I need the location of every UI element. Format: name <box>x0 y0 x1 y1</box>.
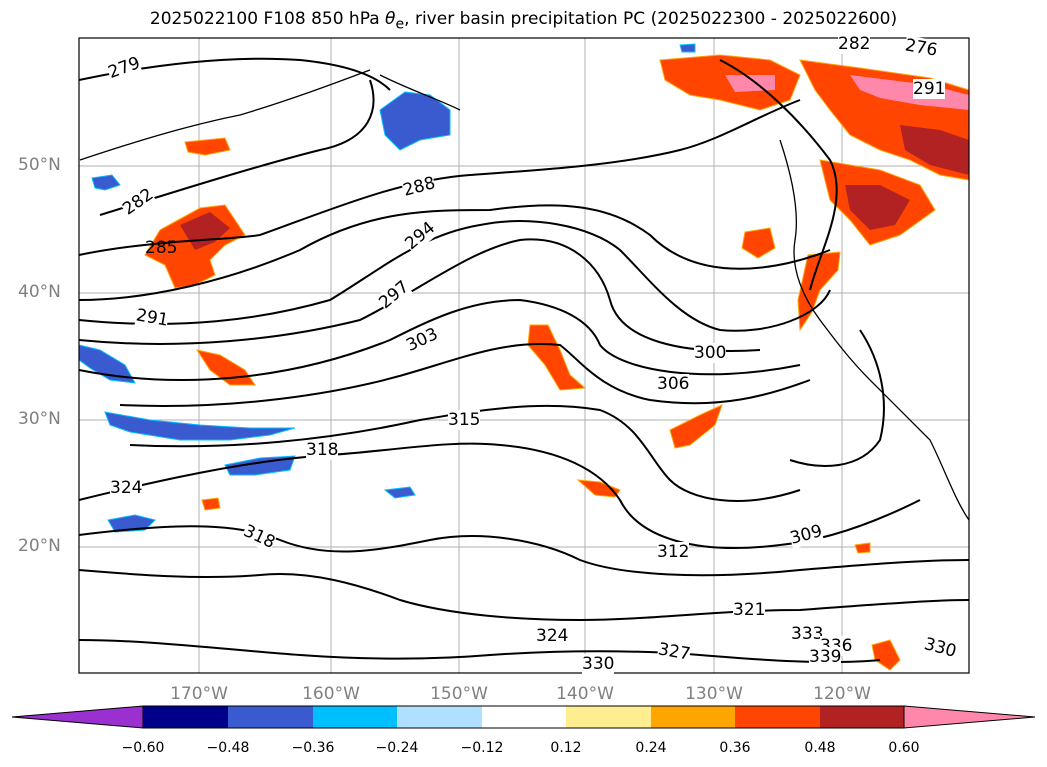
lon-label-130w: 130°W <box>685 684 743 704</box>
contour-label-312: 312 <box>657 542 690 562</box>
colorbar-tick-label: −0.12 <box>460 740 504 756</box>
contour-label-330: 330 <box>582 654 615 674</box>
colorbar-tick-label: 0.24 <box>635 740 667 756</box>
contour-label-318: 318 <box>306 440 339 460</box>
theta-e-contours <box>78 57 970 664</box>
colorbar-tick-label: −0.36 <box>291 740 335 756</box>
coastlines <box>79 69 970 521</box>
contour-label-321: 321 <box>733 600 766 620</box>
lat-label-50n: 50°N <box>18 155 61 175</box>
colorbar-tick-label: −0.60 <box>121 740 165 756</box>
colorbar-tick-label: 0.12 <box>550 740 582 756</box>
contour-label-339: 339 <box>809 647 842 667</box>
contour-label-285: 285 <box>145 238 178 258</box>
lat-label-40n: 40°N <box>18 282 61 302</box>
lat-label-30n: 30°N <box>18 409 61 429</box>
contour-label-324b: 324 <box>110 478 143 498</box>
colorbar-tick-label: 0.60 <box>888 740 920 756</box>
map-frame <box>78 37 970 674</box>
map-title: 2025022100 F108 850 hPa θe, river basin … <box>149 9 898 33</box>
lon-label-120w: 120°W <box>813 684 871 704</box>
colorbar-tick-label: 0.48 <box>804 740 836 756</box>
lon-label-170w: 170°W <box>170 684 228 704</box>
lon-label-150w: 150°W <box>430 684 488 704</box>
lon-label-160w: 160°W <box>302 684 360 704</box>
lon-label-140w: 140°W <box>556 684 614 704</box>
colorbar-tick-label: −0.24 <box>375 740 419 756</box>
lat-label-20n: 20°N <box>18 536 61 556</box>
contour-label-282b: 282 <box>838 34 871 54</box>
contour-label-315: 315 <box>448 410 481 430</box>
colorbar-tick-label: −0.48 <box>206 740 250 756</box>
precip-negative-areas <box>78 43 696 533</box>
contour-label-333: 333 <box>791 624 824 644</box>
colorbar <box>11 705 1036 729</box>
contour-label-324: 324 <box>536 626 569 646</box>
contour-label-306: 306 <box>657 374 690 394</box>
contour-label-300: 300 <box>694 343 727 363</box>
contour-label-291b: 291 <box>913 79 946 99</box>
colorbar-tick-label: 0.36 <box>719 740 751 756</box>
